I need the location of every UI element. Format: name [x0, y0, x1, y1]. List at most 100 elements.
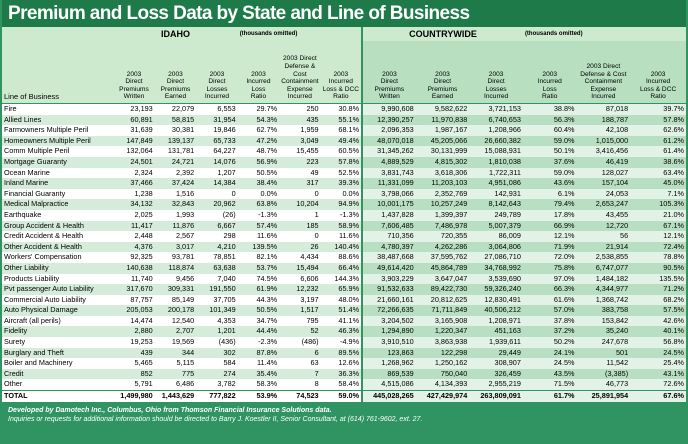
cell: 63,638	[196, 262, 238, 274]
cell: 10,001,175	[361, 199, 416, 210]
cell: 9,456	[154, 273, 197, 285]
cell: 67.1%	[630, 220, 686, 232]
cell: 37.2%	[522, 326, 577, 338]
cell: 97.0%	[522, 273, 577, 285]
cell: 34,132	[113, 199, 155, 210]
cell: 4,951,086	[469, 178, 523, 189]
data-row: Comm Multiple Peril 132,064 131,781 64,227 4…	[2, 146, 686, 157]
data-row: Inland Marine 37,466 37,424 14,384 38.4% 317 3…	[2, 178, 686, 189]
row-label: Credit	[2, 368, 114, 380]
cell: 44.3%	[237, 294, 280, 306]
cell: 78,851	[196, 252, 238, 263]
cell: 24.5%	[630, 347, 686, 359]
cell: 191,550	[196, 284, 238, 295]
row-label: Pvt passenger Auto Liability	[2, 284, 114, 295]
cell: 44.4%	[237, 326, 280, 338]
cell: 60,891	[113, 114, 155, 126]
cell: 4,434	[279, 252, 321, 263]
cell: 11.6%	[320, 231, 363, 242]
cell: 1,208,966	[469, 125, 523, 136]
cell: 54.3%	[237, 114, 280, 126]
cell: 74,523	[279, 390, 321, 402]
cell: 75.8%	[522, 262, 577, 274]
cell: 37.6%	[522, 156, 577, 168]
cell: 55.1%	[320, 114, 363, 126]
cell: 5,791	[113, 379, 155, 391]
cell: 2,448	[113, 231, 155, 242]
header-row: Line of Business 2003 Direct Premiums Wri…	[2, 41, 686, 104]
cell: 20,812,625	[415, 294, 470, 306]
cell: 2,538,855	[576, 252, 631, 263]
cell: 72.4%	[630, 241, 686, 253]
cell: 47.2%	[237, 135, 280, 147]
cell: 775	[154, 368, 197, 380]
data-row: Other Accident & Health 4,376 3,017 4,210 13…	[2, 241, 686, 253]
cell: 45,864,789	[415, 262, 470, 274]
cell: 19,253	[113, 337, 155, 348]
row-label: Mortgage Guaranty	[2, 156, 114, 168]
cell: 185	[279, 220, 321, 232]
cell: 62.7%	[237, 125, 280, 136]
cell: 6,606	[279, 273, 321, 285]
cell: 122,298	[415, 347, 470, 359]
cell: 1,368,742	[576, 294, 631, 306]
cell: 26	[279, 241, 321, 253]
cell: 144.3%	[320, 273, 363, 285]
cell: 59.0%	[320, 390, 363, 402]
cell: 45,205,066	[415, 135, 470, 147]
cell: 87,757	[113, 294, 155, 306]
cell: 3,863,938	[415, 337, 470, 348]
cell: 50.2%	[522, 337, 577, 348]
cell: 1,015,000	[576, 135, 631, 147]
row-label: Other Accident & Health	[2, 241, 114, 253]
cell: 263,809,091	[469, 390, 523, 402]
cell: 59.0%	[522, 167, 577, 179]
cell: 750,040	[415, 368, 470, 380]
cell: 1,939,611	[469, 337, 523, 348]
cell: 58.4%	[320, 379, 363, 391]
cell: 317,670	[113, 284, 155, 295]
cell: 6,553	[196, 103, 238, 115]
data-row: Group Accident & Health 11,417 11,876 6,667…	[2, 220, 686, 232]
cell: 21.0%	[630, 209, 686, 221]
row-label: Other	[2, 379, 114, 391]
cell: 3,831,743	[361, 167, 416, 179]
row-label: Fidelity	[2, 326, 114, 338]
cell: 58.9%	[320, 220, 363, 232]
cell: 3,721,153	[469, 103, 523, 115]
cell: 205,053	[113, 305, 155, 316]
cell: 56.9%	[237, 156, 280, 168]
row-label: Inland Marine	[2, 178, 114, 189]
cell: 118,874	[154, 262, 197, 274]
cell: 5,115	[154, 358, 197, 369]
cell: 10,204	[279, 199, 321, 210]
cell: 24.5%	[522, 358, 577, 369]
cell: 128,027	[576, 167, 631, 179]
cell: 65,733	[196, 135, 238, 147]
cell: 131,781	[154, 146, 197, 157]
cell: 1,220,347	[415, 326, 470, 338]
row-label: Workers' Compensation	[2, 252, 114, 263]
cell: 157,104	[576, 178, 631, 189]
cell: -1.3%	[320, 209, 363, 221]
cell: 1,437,828	[361, 209, 416, 221]
cell: 249,789	[469, 209, 523, 221]
cell: 27,086,710	[469, 252, 523, 263]
data-row: Products Liability 11,740 9,456 7,040 74.5% 6…	[2, 273, 686, 285]
cell: 43.5%	[522, 368, 577, 380]
cell: 3,910,510	[361, 337, 416, 348]
cell: 2,096,353	[361, 125, 416, 136]
cell: 61.2%	[630, 135, 686, 147]
cell: 2,567	[154, 231, 197, 242]
data-row: Ocean Marine 2,324 2,392 1,207 50.5% 49 52.5% 3…	[2, 167, 686, 179]
cell: 11.6%	[237, 231, 280, 242]
row-header: Line of Business	[2, 41, 114, 104]
data-row: Workers' Compensation 92,325 93,781 78,851 8…	[2, 252, 686, 263]
data-row: Fidelity 2,880 2,707 1,201 44.4% 52 46.3% 1,294…	[2, 326, 686, 338]
cell: 3,017	[154, 241, 197, 253]
cell: 45.0%	[630, 178, 686, 189]
cell: 74.5%	[237, 273, 280, 285]
cell: 3,618,306	[415, 167, 470, 179]
cell: 94.9%	[320, 199, 363, 210]
column-header: 2003 Incurred Loss & DCC Ratio	[320, 41, 363, 104]
